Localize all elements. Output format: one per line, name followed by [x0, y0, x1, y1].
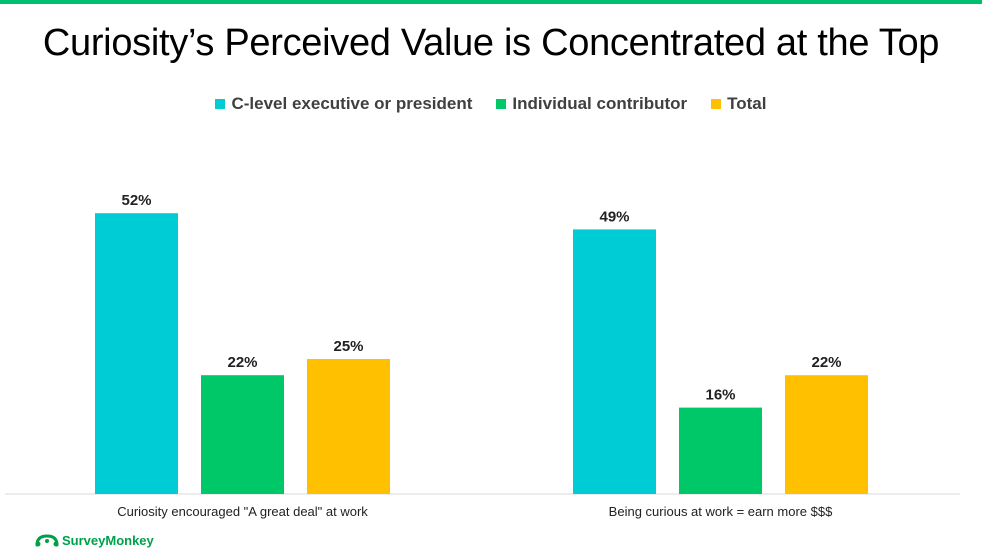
bar-individual-contributor-group-2 [679, 407, 762, 494]
chart-legend: C-level executive or president Individua… [0, 94, 982, 114]
data-label-total-group-1: 25% [333, 338, 363, 355]
brand-label: SurveyMonkey [62, 532, 154, 548]
data-label-individual-contributor-group-1: 22% [227, 354, 257, 371]
legend-swatch-total [711, 99, 722, 109]
page-title: Curiosity’s Perceived Value is Concentra… [42, 22, 940, 64]
category-label-1: Curiosity encouraged "A great deal" at w… [117, 504, 368, 519]
bar-total-group-2 [785, 375, 868, 494]
bar-c-level-group-2 [573, 229, 656, 494]
legend-label-c-level: C-level executive or president [231, 94, 473, 113]
bar-c-level-group-1 [95, 213, 178, 494]
surveymonkey-logo-icon [35, 534, 59, 547]
legend-swatch-individual-contributor [496, 99, 507, 109]
data-label-c-level-group-1: 52% [121, 192, 151, 209]
legend-item-c-level: C-level executive or president [215, 94, 472, 114]
data-label-c-level-group-2: 49% [599, 208, 629, 225]
bar-individual-contributor-group-1 [201, 375, 284, 494]
category-label-2: Being curious at work = earn more $$$ [609, 504, 833, 519]
legend-label-individual-contributor: Individual contributor [512, 94, 688, 113]
data-label-total-group-2: 22% [811, 354, 841, 371]
data-label-individual-contributor-group-2: 16% [705, 387, 735, 404]
legend-item-individual-contributor: Individual contributor [496, 94, 687, 114]
legend-label-total: Total [727, 94, 767, 113]
bar-total-group-1 [307, 359, 390, 494]
top-accent-rule [0, 0, 982, 4]
surveymonkey-logo: SurveyMonkey [35, 530, 154, 550]
legend-item-total: Total [711, 94, 767, 114]
legend-swatch-c-level [215, 99, 226, 109]
